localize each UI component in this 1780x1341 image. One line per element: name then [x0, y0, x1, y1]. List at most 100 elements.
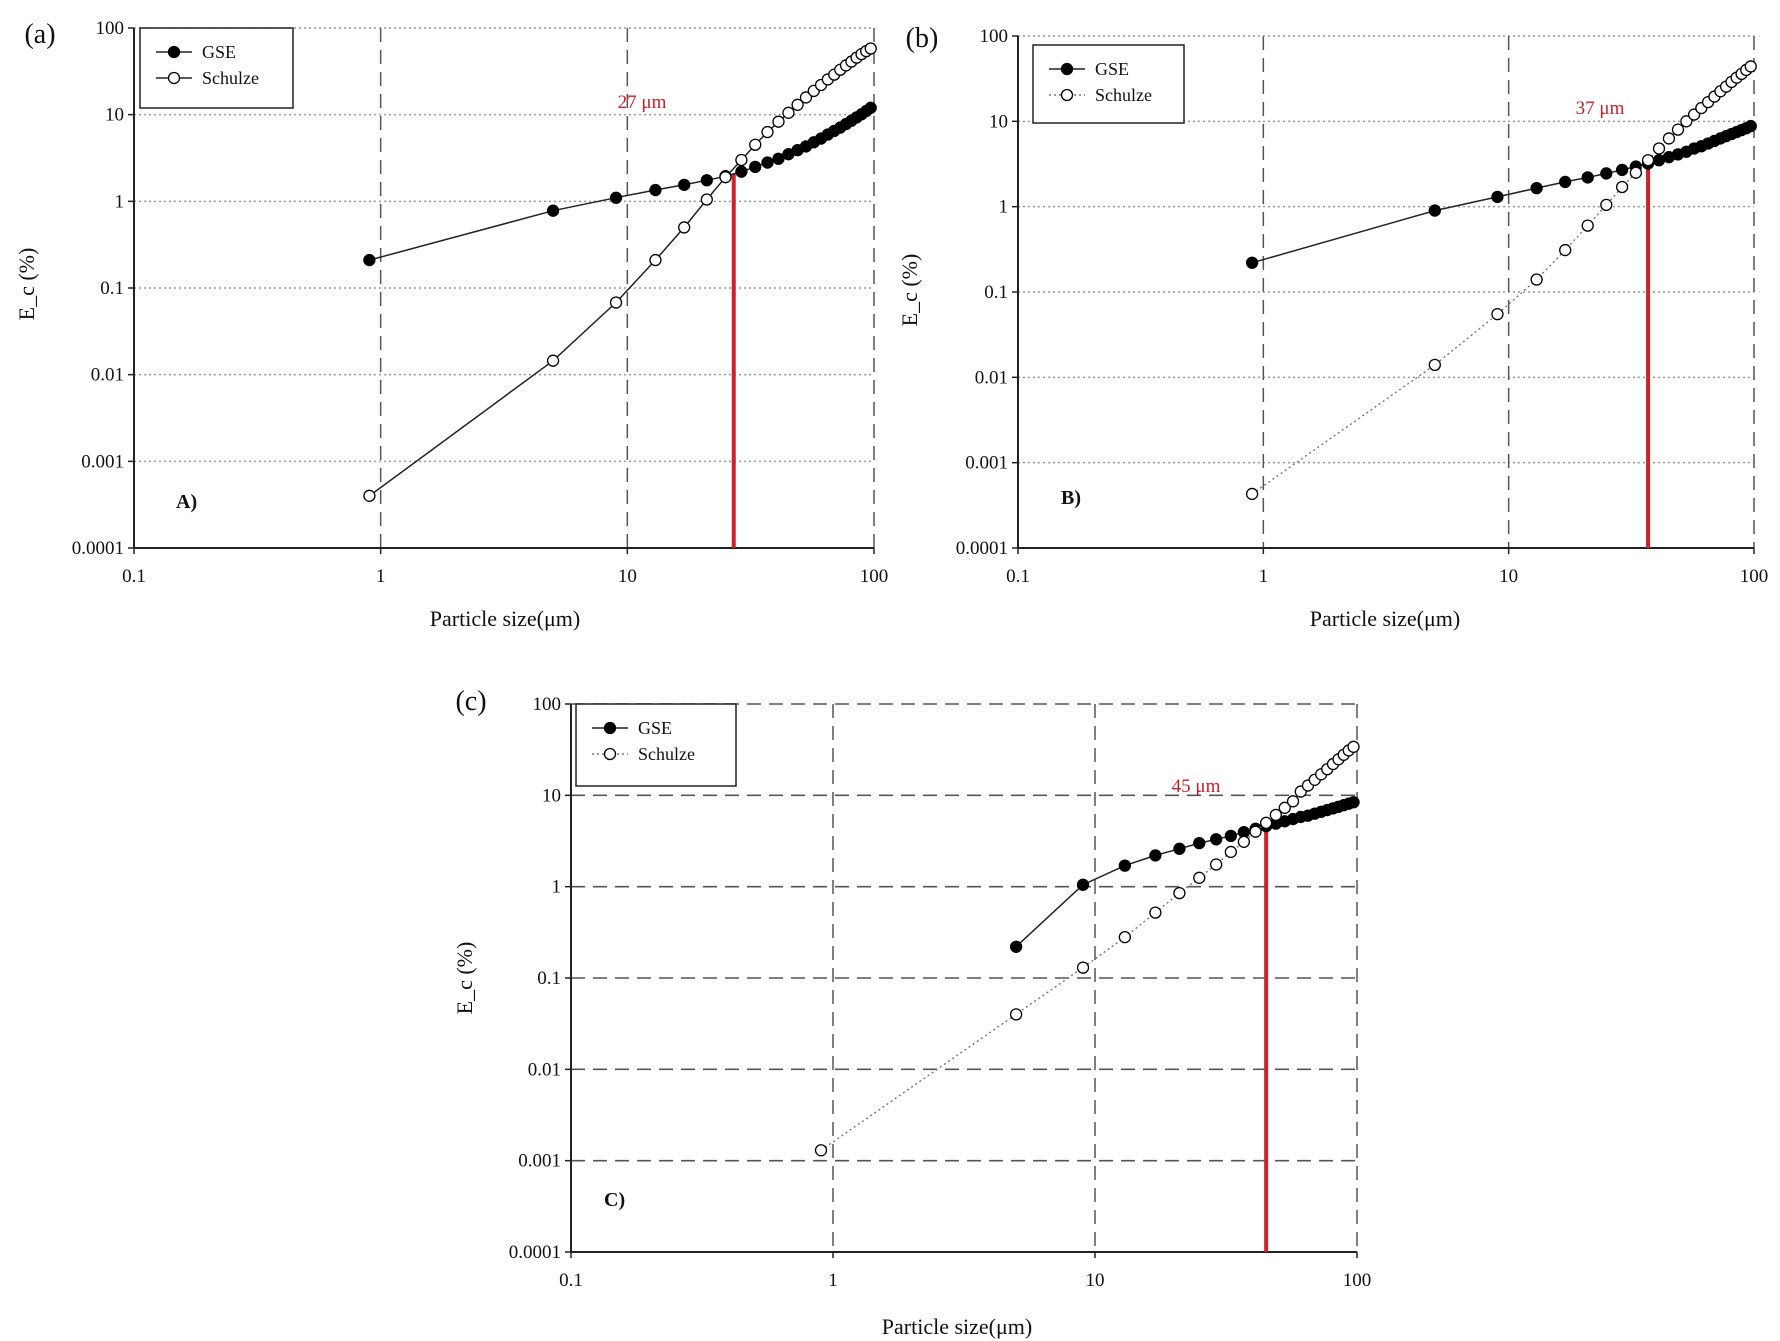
y-tick-label: 0.1 — [537, 968, 561, 989]
data-point-schulze — [1193, 871, 1206, 884]
data-point-schulze — [546, 354, 560, 367]
data-point-schulze — [1600, 198, 1613, 212]
y-axis-label: E_c (%) — [452, 942, 477, 1015]
x-tick-label: 1 — [376, 566, 386, 587]
legend-label: GSE — [638, 718, 672, 738]
legend-marker — [1060, 88, 1074, 102]
data-point-gse — [1149, 849, 1162, 862]
data-point-gse — [864, 101, 877, 114]
data-point-gse — [1224, 829, 1238, 843]
y-tick-label: 0.01 — [975, 367, 1008, 388]
data-point-schulze — [1662, 132, 1676, 145]
data-point-schulze — [1530, 273, 1543, 286]
data-point-gse — [1559, 175, 1572, 189]
x-tick-label: 0.1 — [122, 566, 146, 587]
legend-label: Schulze — [202, 68, 259, 88]
data-point-gse — [1347, 796, 1360, 809]
data-point-schulze — [1009, 1008, 1023, 1021]
cutoff-label: 37 μm — [1576, 98, 1625, 119]
data-point-schulze — [814, 1144, 828, 1157]
data-point-schulze — [1249, 825, 1262, 838]
y-tick-label: 0.001 — [518, 1151, 561, 1172]
series-line-gse — [369, 107, 872, 261]
x-tick-label: 100 — [1343, 1270, 1372, 1291]
data-point-schulze — [1559, 243, 1572, 257]
x-tick-label: 0.1 — [559, 1270, 583, 1291]
legend-label: Schulze — [638, 744, 695, 764]
y-tick-label: 100 — [96, 18, 125, 39]
y-axis-label: E_c (%) — [14, 248, 39, 321]
data-point-schulze — [799, 91, 813, 104]
data-point-schulze — [1652, 142, 1666, 155]
data-point-schulze — [761, 125, 774, 139]
y-tick-label: 0.0001 — [509, 1242, 561, 1263]
data-point-schulze — [678, 221, 691, 234]
series-line-schulze — [368, 47, 872, 497]
data-point-gse — [1530, 181, 1543, 195]
data-point-schulze — [700, 193, 713, 206]
data-point-gse — [1193, 836, 1206, 850]
chart-panel-c: 0.0001 0.001 0.01 0.1 1 10 100 0.1 1 10 100 45 μm GS… — [452, 686, 1371, 1339]
x-tick-label: 10 — [1499, 566, 1518, 587]
data-point-schulze — [1269, 808, 1282, 822]
data-point-schulze — [791, 98, 804, 111]
x-tick-label: 0.1 — [1006, 566, 1030, 587]
data-point-gse — [1491, 190, 1504, 204]
y-tick-label: 0.001 — [81, 451, 124, 472]
y-tick-label: 1 — [999, 197, 1009, 218]
data-point-gse — [1744, 119, 1757, 133]
data-point-schulze — [782, 106, 795, 119]
data-point-schulze — [735, 153, 748, 167]
y-axis-label: E_c (%) — [897, 254, 922, 327]
data-point-gse — [700, 174, 713, 187]
panel-label: (b) — [906, 23, 939, 54]
data-point-gse — [1245, 256, 1259, 269]
data-point-schulze — [1641, 154, 1655, 167]
data-point-gse — [1173, 842, 1186, 855]
legend-marker — [167, 45, 181, 59]
y-tick-label: 0.001 — [965, 453, 1008, 474]
cutoff-label: 45 μm — [1172, 776, 1221, 797]
data-point-schulze — [1428, 358, 1441, 372]
series-line-gse — [1015, 801, 1354, 948]
data-point-schulze — [864, 42, 877, 55]
data-point-schulze — [1629, 166, 1643, 179]
data-point-gse — [749, 160, 762, 173]
data-point-schulze — [1237, 835, 1251, 848]
legend-label: GSE — [202, 42, 236, 62]
data-point-gse — [546, 204, 560, 217]
legend-box — [1032, 44, 1185, 124]
data-point-schulze — [772, 115, 785, 128]
legend-label: Schulze — [1095, 85, 1152, 105]
y-tick-label: 0.01 — [528, 1059, 561, 1080]
data-point-schulze — [1149, 906, 1162, 919]
data-point-schulze — [1224, 845, 1238, 859]
data-point-gse — [1009, 940, 1023, 953]
data-point-schulze — [1245, 487, 1259, 501]
x-tick-label: 1 — [1259, 566, 1269, 587]
data-point-gse — [649, 183, 662, 197]
y-tick-label: 0.0001 — [956, 538, 1008, 559]
data-point-schulze — [1259, 816, 1273, 829]
x-axis-label: Particle size(μm) — [430, 606, 580, 631]
x-axis-label: Particle size(μm) — [1310, 606, 1460, 631]
y-tick-label: 1 — [115, 191, 125, 212]
data-point-gse — [1428, 204, 1441, 217]
panel-label: (a) — [24, 19, 55, 50]
legend-marker — [603, 747, 617, 761]
data-point-gse — [1600, 167, 1613, 180]
legend-marker — [1060, 62, 1074, 76]
data-point-schulze — [1118, 931, 1132, 944]
data-point-gse — [772, 152, 785, 165]
x-tick-label: 1 — [828, 1270, 838, 1291]
data-point-schulze — [719, 171, 732, 184]
y-tick-label: 1 — [552, 877, 562, 898]
legend-label: GSE — [1095, 59, 1129, 79]
data-point-schulze — [1671, 123, 1685, 136]
data-point-schulze — [649, 253, 662, 267]
data-point-schulze — [1286, 795, 1300, 808]
x-axis-label: Particle size(μm) — [882, 1314, 1032, 1339]
chart-panel-a: 0.0001 0.001 0.01 0.1 1 10 100 0.1 1 10 100 27 μm GS… — [14, 18, 888, 631]
data-point-gse — [1615, 163, 1629, 177]
